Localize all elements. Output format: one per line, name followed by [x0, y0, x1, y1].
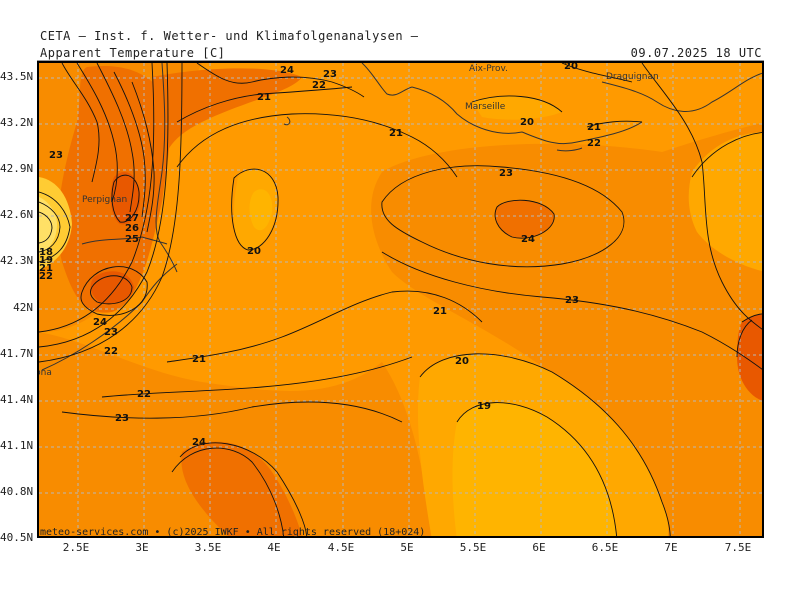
title-bar — [37, 46, 764, 61]
contour-label: 22 — [137, 389, 151, 400]
contour-label: 22 — [587, 138, 601, 149]
lon-tick: 7.5E — [724, 541, 752, 554]
lat-tick: 42.6N — [0, 208, 34, 221]
contour-label: 24 — [280, 65, 294, 76]
band-19-gulf-lion — [249, 189, 273, 231]
contour-label: 23 — [104, 327, 118, 338]
band-24-gulf — [152, 68, 302, 152]
band-20-provence — [472, 96, 562, 120]
lat-tick: 41.1N — [0, 439, 34, 452]
contour-label: 23 — [323, 69, 337, 80]
temperature-map[interactable]: Aix-Prov. Draguignan Marseille Perpignan… — [37, 61, 764, 538]
lon-tick: 5E — [400, 541, 414, 554]
band-24-east — [737, 313, 762, 401]
band-19-balearic — [452, 402, 617, 536]
institute-title: CETA — Inst. f. Wetter- und Klimafolgena… — [40, 29, 419, 43]
valid-time: 09.07.2025 18 UTC — [630, 46, 762, 60]
contour-label: 24 — [93, 317, 107, 328]
contour-label: 20 — [520, 117, 534, 128]
place-barcelona: Barcelona — [39, 368, 52, 378]
lon-tick: 4.5E — [327, 541, 355, 554]
contour-label: 22 — [39, 271, 53, 282]
contour-label: 22 — [312, 80, 326, 91]
lon-tick: 6.5E — [591, 541, 619, 554]
band-27-perpignan — [110, 172, 141, 225]
band-20-east-sea — [688, 132, 762, 272]
graticule — [39, 63, 762, 536]
band-24-sea — [495, 200, 555, 239]
contour-label: 18 — [39, 247, 53, 258]
copyright-note: meteo-services.com • (c)2025 IWKF • All … — [40, 527, 426, 538]
coastline — [41, 63, 762, 371]
band-22-southwest — [39, 332, 432, 536]
lat-tick: 43.2N — [0, 116, 34, 129]
contour-label: 20 — [455, 356, 469, 367]
lat-tick: 41.7N — [0, 347, 34, 360]
contour-label: 23 — [565, 295, 579, 306]
contour-label: 21 — [433, 306, 447, 317]
land-cool-west — [39, 197, 57, 254]
lon-tick: 5.5E — [459, 541, 487, 554]
lat-tick: 41.4N — [0, 393, 34, 406]
contour-label: 21 — [389, 128, 403, 139]
lat-tick: 42.3N — [0, 254, 34, 267]
contour-label: 19 — [477, 401, 491, 412]
contour-label: 22 — [104, 346, 118, 357]
band-27-catalonia — [90, 271, 134, 304]
contour-label: 24 — [192, 437, 206, 448]
contour-label: 23 — [49, 150, 63, 161]
place-draguignan: Draguignan — [606, 72, 659, 82]
contour-label: 25 — [125, 234, 139, 245]
band-24-southcentral — [181, 441, 302, 536]
lat-tick: 42.9N — [0, 162, 34, 175]
contour-label: 21 — [587, 122, 601, 133]
lat-tick: 42N — [13, 301, 33, 314]
contour-label: 20 — [564, 63, 578, 72]
lon-tick: 2.5E — [62, 541, 90, 554]
contour-label: 27 — [125, 213, 139, 224]
contour-label: 26 — [125, 223, 139, 234]
lon-tick: 7E — [664, 541, 678, 554]
contour-label: 23 — [499, 168, 513, 179]
contour-label: 21 — [39, 263, 53, 274]
lon-tick: 4E — [267, 541, 281, 554]
lon-tick: 3.5E — [194, 541, 222, 554]
contour-label: 21 — [192, 354, 206, 365]
contour-label: 24 — [521, 234, 535, 245]
contour-label: 20 — [247, 246, 261, 257]
contour-label: 21 — [257, 92, 271, 103]
lat-tick: 40.5N — [0, 531, 34, 544]
place-perpignan: Perpignan — [82, 195, 127, 205]
contour-label: 23 — [115, 413, 129, 424]
band-22-east — [371, 122, 762, 536]
parameter-label: Apparent Temperature [C] — [40, 46, 226, 60]
place-marseille: Marseille — [465, 102, 506, 112]
lat-tick: 40.8N — [0, 485, 34, 498]
isotherms — [39, 63, 762, 536]
lat-tick: 43.5N — [0, 70, 34, 83]
lon-tick: 6E — [532, 541, 546, 554]
place-aix: Aix-Prov. — [469, 64, 508, 74]
lon-tick: 3E — [135, 541, 149, 554]
contour-label: 19 — [39, 255, 53, 266]
